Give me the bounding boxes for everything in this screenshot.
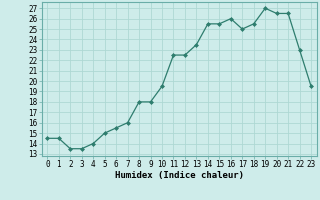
X-axis label: Humidex (Indice chaleur): Humidex (Indice chaleur) — [115, 171, 244, 180]
